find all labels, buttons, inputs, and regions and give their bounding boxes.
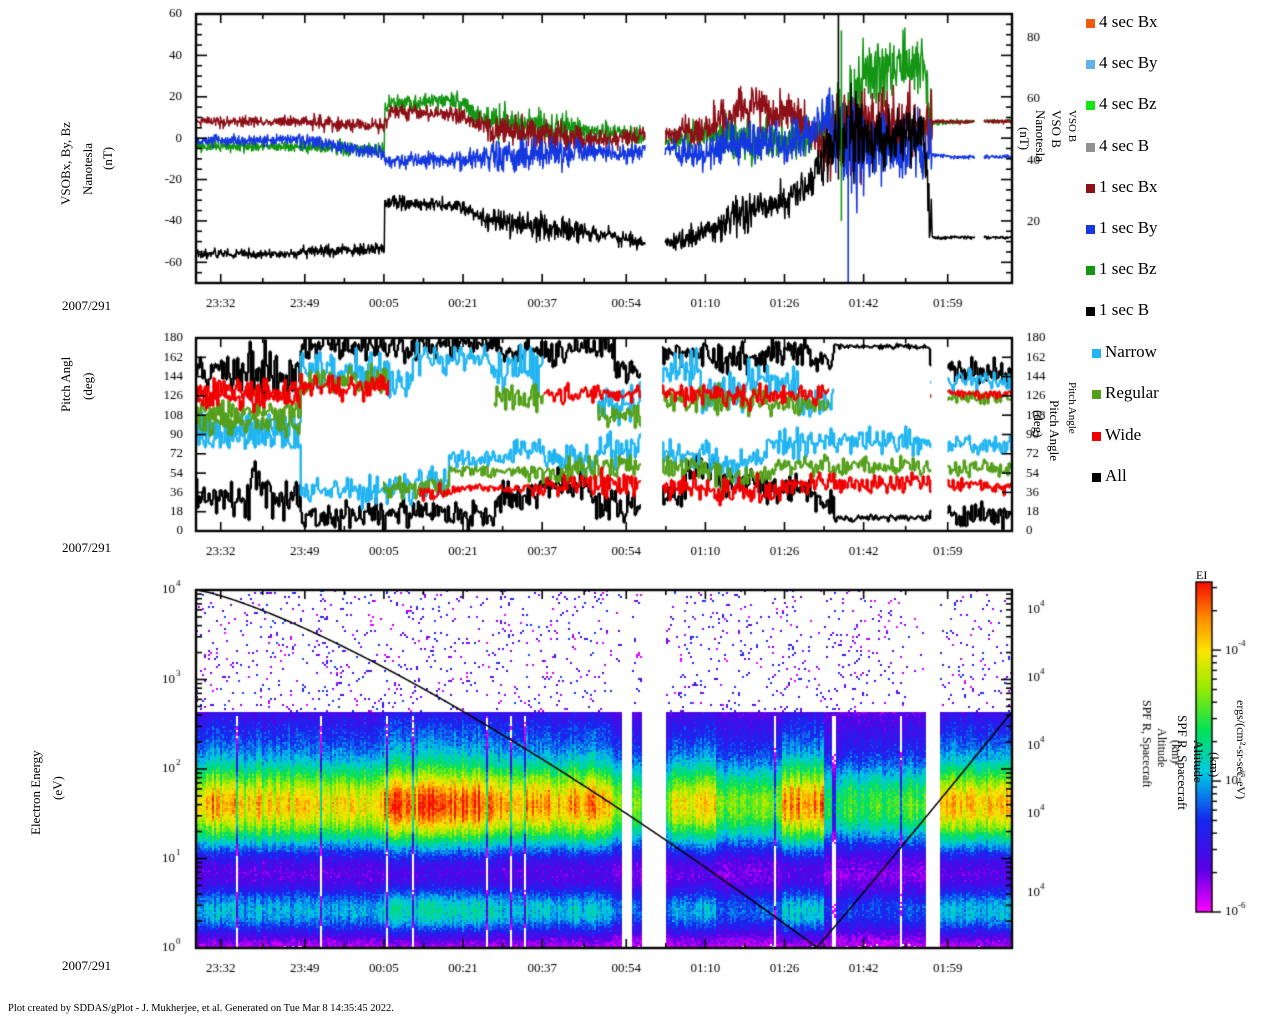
panel1-date-label: 2007/291 [62, 298, 112, 313]
panel1-right-axis-title-2: Nanotesla [1033, 110, 1048, 162]
legend-swatch-1-sec-b [1086, 307, 1095, 317]
legend-swatch-narrow [1092, 348, 1101, 358]
legend-label-4-sec-by: 4 sec By [1099, 53, 1158, 73]
legend-group-title-pitch-angle: Pitch Angle [1066, 382, 1078, 434]
panel2-right-axis-title-1: Pitch Angle [1047, 400, 1062, 462]
panel3-date-label: 2007/291 [62, 958, 112, 973]
panel2-left-axis-title-1: Pitch Angl [58, 356, 73, 412]
panel3-right-axis-title-2: Altitude [1191, 740, 1206, 783]
panel1-left-axis-title-3: (nT) [100, 146, 115, 170]
legend-swatch-1-sec-bz [1086, 266, 1095, 276]
panel1-left-axis-title-1: VSOBx, By, Bz [58, 122, 73, 205]
colorbar-title: EI [1196, 568, 1208, 582]
legend-swatch-1-sec-by [1086, 225, 1095, 234]
legend-label-4-sec-bx: 4 sec Bx [1099, 12, 1158, 31]
panel1-left-axis-title-2: Nanotesla [80, 143, 95, 195]
legend-label-all: All [1105, 466, 1127, 486]
legend-swatch-1-sec-bx [1086, 183, 1095, 193]
panel1-right-axis-title-1: VSO B [1049, 110, 1064, 148]
legend-label-1-sec-b: 1 sec B [1099, 300, 1150, 320]
legend-label-1-sec-bx: 1 sec Bx [1099, 176, 1158, 196]
legend-swatch-4-sec-b [1086, 142, 1095, 152]
figure-footer: Plot created by SDDAS/gPlot - J. Mukherj… [8, 1003, 394, 1014]
legend-swatch-4-sec-bz [1086, 101, 1095, 111]
legend-label-4-sec-b: 4 sec B [1099, 135, 1150, 155]
panel1-right-axis-title-3: (nT) [1017, 127, 1032, 151]
legend-swatch-all [1092, 473, 1101, 483]
panel3-left-axis-title-1: Electron Energy [28, 750, 43, 835]
legend-swatch-regular [1092, 390, 1101, 400]
panel2-right-axis-title-2: (deg) [1031, 410, 1046, 438]
legend-group-title-vso-b: VSO B [1066, 110, 1078, 143]
legend-label-1-sec-bz: 1 sec Bz [1099, 259, 1157, 279]
panel3-right-axis-title-3: (km) [1207, 752, 1222, 778]
legend-label-1-sec-by: 1 sec By [1099, 218, 1158, 237]
colorbar-unit-label: ergs/(cm²-sr-sec-eV) [1234, 700, 1248, 800]
legend-swatch-4-sec-by [1086, 60, 1095, 70]
panel3-left-axis-title-2: (eV) [50, 776, 65, 800]
legend-label-regular: Regular [1105, 383, 1159, 403]
legend-swatch-4-sec-bx [1086, 19, 1095, 28]
panel2-date-label: 2007/291 [62, 540, 112, 555]
legend-label-narrow: Narrow [1105, 341, 1157, 361]
legend-label-wide: Wide [1105, 424, 1142, 444]
legend-label-4-sec-bz: 4 sec Bz [1099, 94, 1157, 114]
legend-swatch-wide [1092, 431, 1101, 441]
panel3-right-axis-title-1: SPF R, Spacecraft [1175, 715, 1190, 810]
panel2-left-axis-title-2: (deg) [80, 372, 95, 400]
